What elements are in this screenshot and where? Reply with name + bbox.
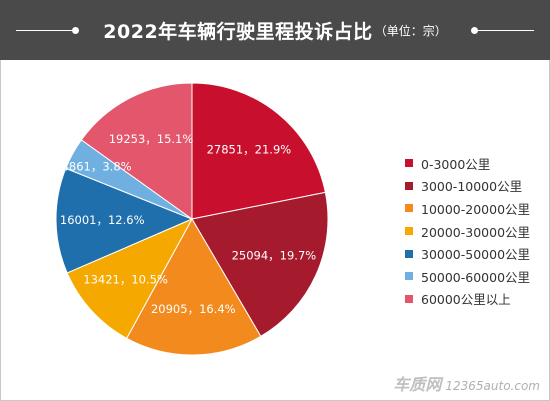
pie-data-label-3: 20905，16.4% [151,302,236,316]
pie-slice-5 [55,167,194,274]
pie-slice-2 [191,191,329,338]
pie-chart: 27851，21.9% 25094，19.7% 20905，16.4% 13421，1… [55,82,329,356]
title-decor-line-right [476,30,534,31]
title-decor-dot-left [72,27,79,34]
legend-swatch [405,294,413,303]
legend-swatch [405,181,413,190]
chart-unit: （单位：宗） [374,23,447,38]
pie-data-labels: 27851，21.9% 25094，19.7% 20905，16.4% 13421，1… [60,132,316,316]
watermark: 车质网 12365auto.com [393,371,540,395]
legend-swatch [405,227,413,236]
legend-swatch [405,249,413,258]
pie-data-label-6: 4861，3.8% [62,160,132,174]
pie-data-label-5: 16001，12.6% [60,213,145,227]
legend-item-7: 60000公里以上 [405,288,530,311]
title-decor-dot-right [471,27,478,34]
title-wrap: 2022年车辆行驶里程投诉占比 （单位：宗） [0,0,550,60]
legend-label: 50000-60000公里 [421,269,531,285]
legend-label: 3000-10000公里 [421,179,523,195]
pie-slices [55,82,329,356]
legend-item-1: 0-3000公里 [405,152,530,175]
chart-title: 2022年车辆行驶里程投诉占比 [103,20,373,43]
legend-label: 20000-30000公里 [421,224,531,240]
legend-swatch [405,272,413,281]
legend-label: 0-3000公里 [421,156,491,172]
pie-slice-4 [66,217,194,339]
pie-slice-7 [80,82,193,220]
legend-item-5: 30000-50000公里 [405,242,530,265]
legend-label: 60000公里以上 [421,292,511,308]
watermark-logo: 车质网 [393,375,442,394]
pie-data-label-1: 27851，21.9% [207,143,292,157]
watermark-url: 12365auto.com [445,379,540,393]
pie-data-label-4: 13421，10.5% [83,272,168,286]
legend-item-3: 10000-20000公里 [405,197,530,220]
pie-data-label-2: 25094，19.7% [232,249,317,263]
pie-data-label-7: 19253，15.1% [109,132,194,146]
legend-item-4: 20000-30000公里 [405,220,530,243]
chart-legend: 0-3000公里 3000-10000公里 10000-20000公里 20000-3… [405,152,530,310]
title-bar: 2022年车辆行驶里程投诉占比 （单位：宗） [0,0,550,60]
legend-swatch [405,159,413,168]
title-decor-line-left [16,30,74,31]
legend-label: 10000-20000公里 [421,201,531,217]
legend-item-6: 50000-60000公里 [405,265,530,288]
pie-slice-3 [126,217,262,356]
legend-item-2: 3000-10000公里 [405,175,530,198]
legend-swatch [405,204,413,213]
pie-slice-1 [191,82,326,220]
legend-label: 30000-50000公里 [421,247,531,263]
